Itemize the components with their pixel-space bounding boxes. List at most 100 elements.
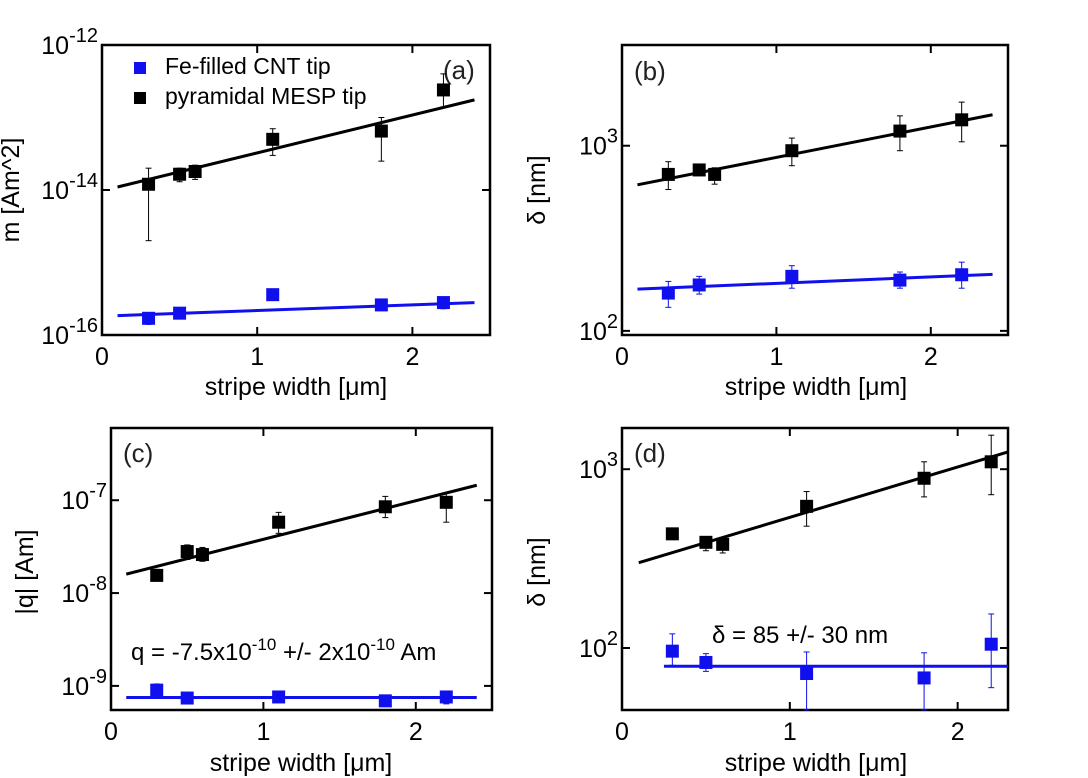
panel-a-fit-line-cnt (117, 301, 475, 318)
panel-a-point-mesp-0 (142, 177, 156, 191)
panel-b-point-mesp-1 (692, 163, 706, 177)
panel-c-point-mesp-1 (180, 545, 194, 559)
panel-b-point-cnt-1 (692, 278, 706, 292)
panel-d-point-mesp-3 (800, 499, 814, 513)
panel-b-ytick-label-1: 103 (579, 126, 618, 161)
panel-b-fit-line-cnt (637, 272, 993, 291)
panel-a-point-cnt-3 (374, 298, 388, 312)
panel-b-point-cnt-2 (785, 269, 799, 283)
panel-c-fit-line-mesp (125, 483, 478, 576)
panel-c-ytick-label-0: 10-9 (61, 666, 107, 701)
panel-a-point-mesp-3 (266, 132, 280, 146)
panel-a-ytick-label-0: 10-16 (41, 315, 98, 350)
panel-b-point-mesp-5 (955, 113, 969, 127)
panel-a-point-cnt-1 (173, 306, 187, 320)
panel-a-point-cnt-0 (142, 311, 156, 325)
legend-label-mesp: pyramidal MESP tip (165, 83, 367, 109)
panel-d-xtick-label-2: 2 (951, 718, 965, 746)
panel-a-ylabel: m [Am^2] (0, 138, 25, 243)
panel-a-label: (a) (443, 55, 475, 85)
panel-a-xtick-label-2: 2 (405, 343, 419, 371)
panel-d-point-cnt-3 (917, 671, 931, 685)
panel-d-point-mesp-0 (665, 527, 679, 541)
panel-a-point-mesp-4 (374, 124, 388, 138)
panel-c-point-cnt-2 (272, 690, 286, 704)
legend-swatch-mesp (134, 92, 146, 104)
panel-b-point-mesp-3 (785, 144, 799, 158)
panel-d-point-cnt-0 (665, 644, 679, 658)
panel-d-point-mesp-2 (716, 537, 730, 551)
panel-a-fit-line-mesp (117, 98, 475, 189)
panel-c-xtick-label-0: 0 (104, 718, 118, 746)
panel-a-point-cnt-4 (436, 296, 450, 310)
panel-c-label: (c) (123, 438, 153, 468)
panel-c-point-mesp-5 (439, 495, 453, 509)
panel-d-ylabel: δ [nm] (523, 537, 551, 606)
panel-b-frame (620, 43, 1010, 337)
panel-c-charge-annotation: q = -7.5x10-10 +/- 2x10-10 Am (131, 635, 436, 666)
panel-c-point-mesp-2 (195, 548, 209, 562)
panel-b-point-mesp-0 (661, 167, 675, 181)
panel-d-label: (d) (634, 438, 666, 468)
panel-d-fit-line-mesp (638, 450, 1009, 565)
panel-b-fit-line-mesp (637, 113, 993, 187)
panel-a-xtick-label-0: 0 (95, 343, 109, 371)
panel-d-point-mesp-4 (917, 471, 931, 485)
panel-d-point-cnt-2 (800, 667, 814, 681)
panel-b-ylabel: δ [nm] (523, 155, 551, 224)
panel-d-point-mesp-5 (984, 455, 998, 469)
panel-c-point-cnt-3 (378, 694, 392, 708)
panel-b-point-cnt-4 (955, 268, 969, 282)
panel-a-point-mesp-5 (436, 83, 450, 97)
panel-d-point-mesp-1 (699, 535, 713, 549)
panel-b-point-cnt-3 (893, 273, 907, 287)
panel-c-ylabel: |q| [Am] (11, 529, 39, 614)
panel-d-xtick-label-1: 1 (783, 718, 797, 746)
panel-d-point-cnt-1 (699, 655, 713, 669)
annot-c-mid: +/- 2x10 (276, 639, 370, 666)
panel-a-point-mesp-2 (188, 164, 202, 178)
panel-c-point-cnt-0 (150, 683, 164, 697)
panel-c-xtick-label-2: 2 (409, 718, 423, 746)
panel-a-ytick-label-2: 10-12 (41, 25, 98, 60)
panel-d-ytick-label-0: 102 (579, 628, 618, 663)
panel-a-xlabel: stripe width [μm] (205, 373, 388, 401)
panel-d-point-cnt-4 (984, 637, 998, 651)
panel-b-point-cnt-0 (661, 286, 675, 300)
panel-c-ytick-label-2: 10-7 (61, 480, 107, 515)
panel-c-ytick-label-1: 10-8 (61, 573, 107, 608)
annot-c-pre: q = -7.5x10 (131, 639, 252, 666)
annot-c-post: Am (395, 639, 436, 666)
panel-b-xlabel: stripe width [μm] (725, 373, 908, 401)
panel-d-frame (620, 426, 1010, 712)
panel-b-point-mesp-4 (893, 124, 907, 138)
annot-c-sup2: -10 (370, 635, 395, 654)
panel-b-point-mesp-2 (708, 167, 722, 181)
panel-c-point-cnt-4 (439, 690, 453, 704)
panel-a-point-cnt-2 (266, 288, 280, 302)
panel-b-xtick-label-0: 0 (615, 343, 629, 371)
panel-d-xtick-label-0: 0 (615, 718, 629, 746)
panel-c-xlabel: stripe width [μm] (210, 749, 393, 777)
legend-label-cnt: Fe-filled CNT tip (165, 53, 331, 79)
annot-c-sup1: -10 (252, 635, 277, 654)
panel-d-ytick-label-1: 103 (579, 449, 618, 484)
panel-b-xtick-label-2: 2 (924, 343, 938, 371)
legend-swatch-cnt (134, 62, 146, 74)
panel-c-frame (109, 426, 494, 712)
panel-c-point-mesp-3 (272, 515, 286, 529)
panel-b-label: (b) (634, 56, 666, 86)
panel-a-point-mesp-1 (173, 167, 187, 181)
panel-a-xtick-label-1: 1 (250, 343, 264, 371)
panel-c-point-mesp-4 (378, 500, 392, 514)
panel-d-delta-annotation: δ = 85 +/- 30 nm (712, 622, 888, 649)
panel-c-xtick-label-1: 1 (256, 718, 270, 746)
panel-c-point-cnt-1 (180, 691, 194, 705)
panel-a-ytick-label-1: 10-14 (41, 170, 98, 205)
panel-d-xlabel: stripe width [μm] (725, 749, 908, 777)
panel-b-ytick-label-0: 102 (579, 311, 618, 346)
panel-b-xtick-label-1: 1 (769, 343, 783, 371)
panel-c-point-mesp-0 (150, 568, 164, 582)
